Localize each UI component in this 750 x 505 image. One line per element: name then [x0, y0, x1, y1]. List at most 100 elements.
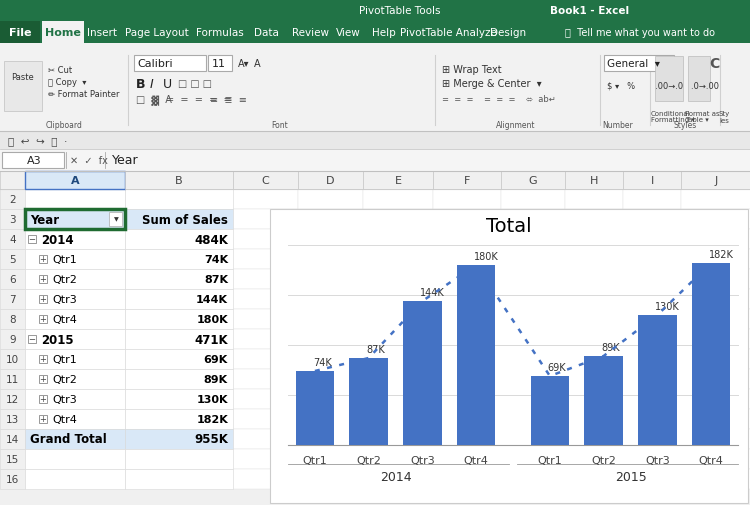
Text: General  ▾: General ▾	[607, 59, 660, 69]
Text: Qtr3: Qtr3	[52, 394, 76, 404]
Text: −: −	[28, 335, 35, 344]
Bar	[109, 213, 122, 227]
Text: Table ▾: Table ▾	[685, 117, 709, 123]
Text: 16: 16	[6, 474, 20, 484]
Text: ⊞ Merge & Center  ▾: ⊞ Merge & Center ▾	[442, 79, 542, 89]
Bar	[298, 210, 363, 230]
Text: File: File	[9, 28, 32, 38]
Bar	[681, 349, 750, 369]
Bar	[25, 172, 125, 189]
Bar	[623, 409, 681, 429]
Bar	[584, 357, 623, 445]
Bar	[0, 409, 25, 429]
Bar	[0, 329, 25, 349]
Bar	[681, 289, 750, 310]
Text: =  =  =    =  =  =    ⬄  ab↵: = = = = = = ⬄ ab↵	[442, 94, 556, 104]
Bar	[623, 270, 681, 289]
Bar	[681, 449, 750, 469]
Text: 130K: 130K	[656, 301, 680, 312]
Bar	[433, 310, 501, 329]
Bar	[0, 469, 25, 489]
Text: ✏ Format Painter: ✏ Format Painter	[48, 89, 119, 98]
Text: G: G	[529, 176, 537, 186]
Bar	[623, 369, 681, 389]
Bar	[125, 369, 233, 389]
Bar	[363, 249, 433, 270]
Text: Number: Number	[603, 120, 633, 129]
Bar	[565, 469, 623, 489]
Bar	[623, 172, 681, 189]
Bar	[565, 249, 623, 270]
Text: +: +	[40, 355, 46, 364]
Bar	[42, 22, 84, 44]
Bar	[39, 415, 47, 423]
Text: PivotTable Tools: PivotTable Tools	[359, 6, 441, 16]
Bar	[0, 389, 25, 409]
Text: +: +	[40, 395, 46, 403]
Text: D: D	[326, 176, 334, 186]
Bar	[363, 270, 433, 289]
Text: −: −	[28, 235, 35, 244]
Text: Calibri: Calibri	[137, 59, 172, 69]
Text: I: I	[650, 176, 653, 186]
Text: 74K: 74K	[204, 255, 228, 265]
Bar	[681, 310, 750, 329]
Bar	[39, 375, 47, 383]
Bar	[681, 409, 750, 429]
Bar	[433, 172, 501, 189]
Bar	[501, 469, 565, 489]
Bar	[233, 469, 298, 489]
Text: 5: 5	[9, 255, 16, 265]
Text: Qtr4: Qtr4	[699, 455, 724, 465]
Text: +: +	[40, 315, 46, 324]
Bar	[623, 429, 681, 449]
Text: Page Layout: Page Layout	[125, 28, 189, 38]
Text: Qtr3: Qtr3	[645, 455, 670, 465]
Bar	[433, 349, 501, 369]
Text: Help: Help	[372, 28, 396, 38]
Text: $ ▾   %        .00→.0   .0→.00: $ ▾ % .00→.0 .0→.00	[607, 81, 719, 90]
Text: A▾: A▾	[238, 59, 250, 69]
Bar	[688, 57, 710, 102]
Text: 180K: 180K	[474, 251, 499, 262]
Text: B: B	[136, 77, 146, 90]
Bar	[39, 275, 47, 283]
Text: 2015: 2015	[41, 333, 74, 346]
Bar	[25, 349, 125, 369]
Text: Total: Total	[486, 216, 532, 235]
Text: Sty
les: Sty les	[718, 110, 730, 123]
Text: 74K: 74K	[313, 358, 332, 367]
Text: Paste: Paste	[12, 72, 34, 81]
Bar	[233, 409, 298, 429]
Text: J: J	[714, 176, 718, 186]
Text: 6: 6	[9, 274, 16, 284]
Bar	[125, 210, 233, 230]
Bar	[125, 389, 233, 409]
Text: U: U	[163, 77, 172, 90]
Text: 182K: 182K	[710, 249, 734, 260]
Text: 4: 4	[9, 234, 16, 244]
Text: Qtr1: Qtr1	[538, 455, 562, 465]
Bar	[25, 210, 125, 230]
Text: 484K: 484K	[194, 233, 228, 246]
Bar	[298, 449, 363, 469]
Bar	[565, 189, 623, 210]
Text: Grand Total: Grand Total	[30, 433, 106, 445]
Bar	[125, 289, 233, 310]
Bar	[433, 389, 501, 409]
Bar	[28, 335, 36, 343]
Bar	[0, 210, 25, 230]
Text: 14: 14	[6, 434, 20, 444]
Text: 15: 15	[6, 454, 20, 464]
Bar	[298, 310, 363, 329]
Text: A3: A3	[27, 156, 41, 166]
Text: Conditional: Conditional	[651, 111, 691, 117]
Text: Qtr4: Qtr4	[464, 455, 488, 465]
Bar	[433, 449, 501, 469]
Bar	[0, 149, 750, 172]
Bar	[530, 376, 569, 445]
Bar	[125, 270, 233, 289]
Bar	[125, 249, 233, 270]
Text: +: +	[40, 275, 46, 284]
Text: A: A	[254, 59, 261, 69]
